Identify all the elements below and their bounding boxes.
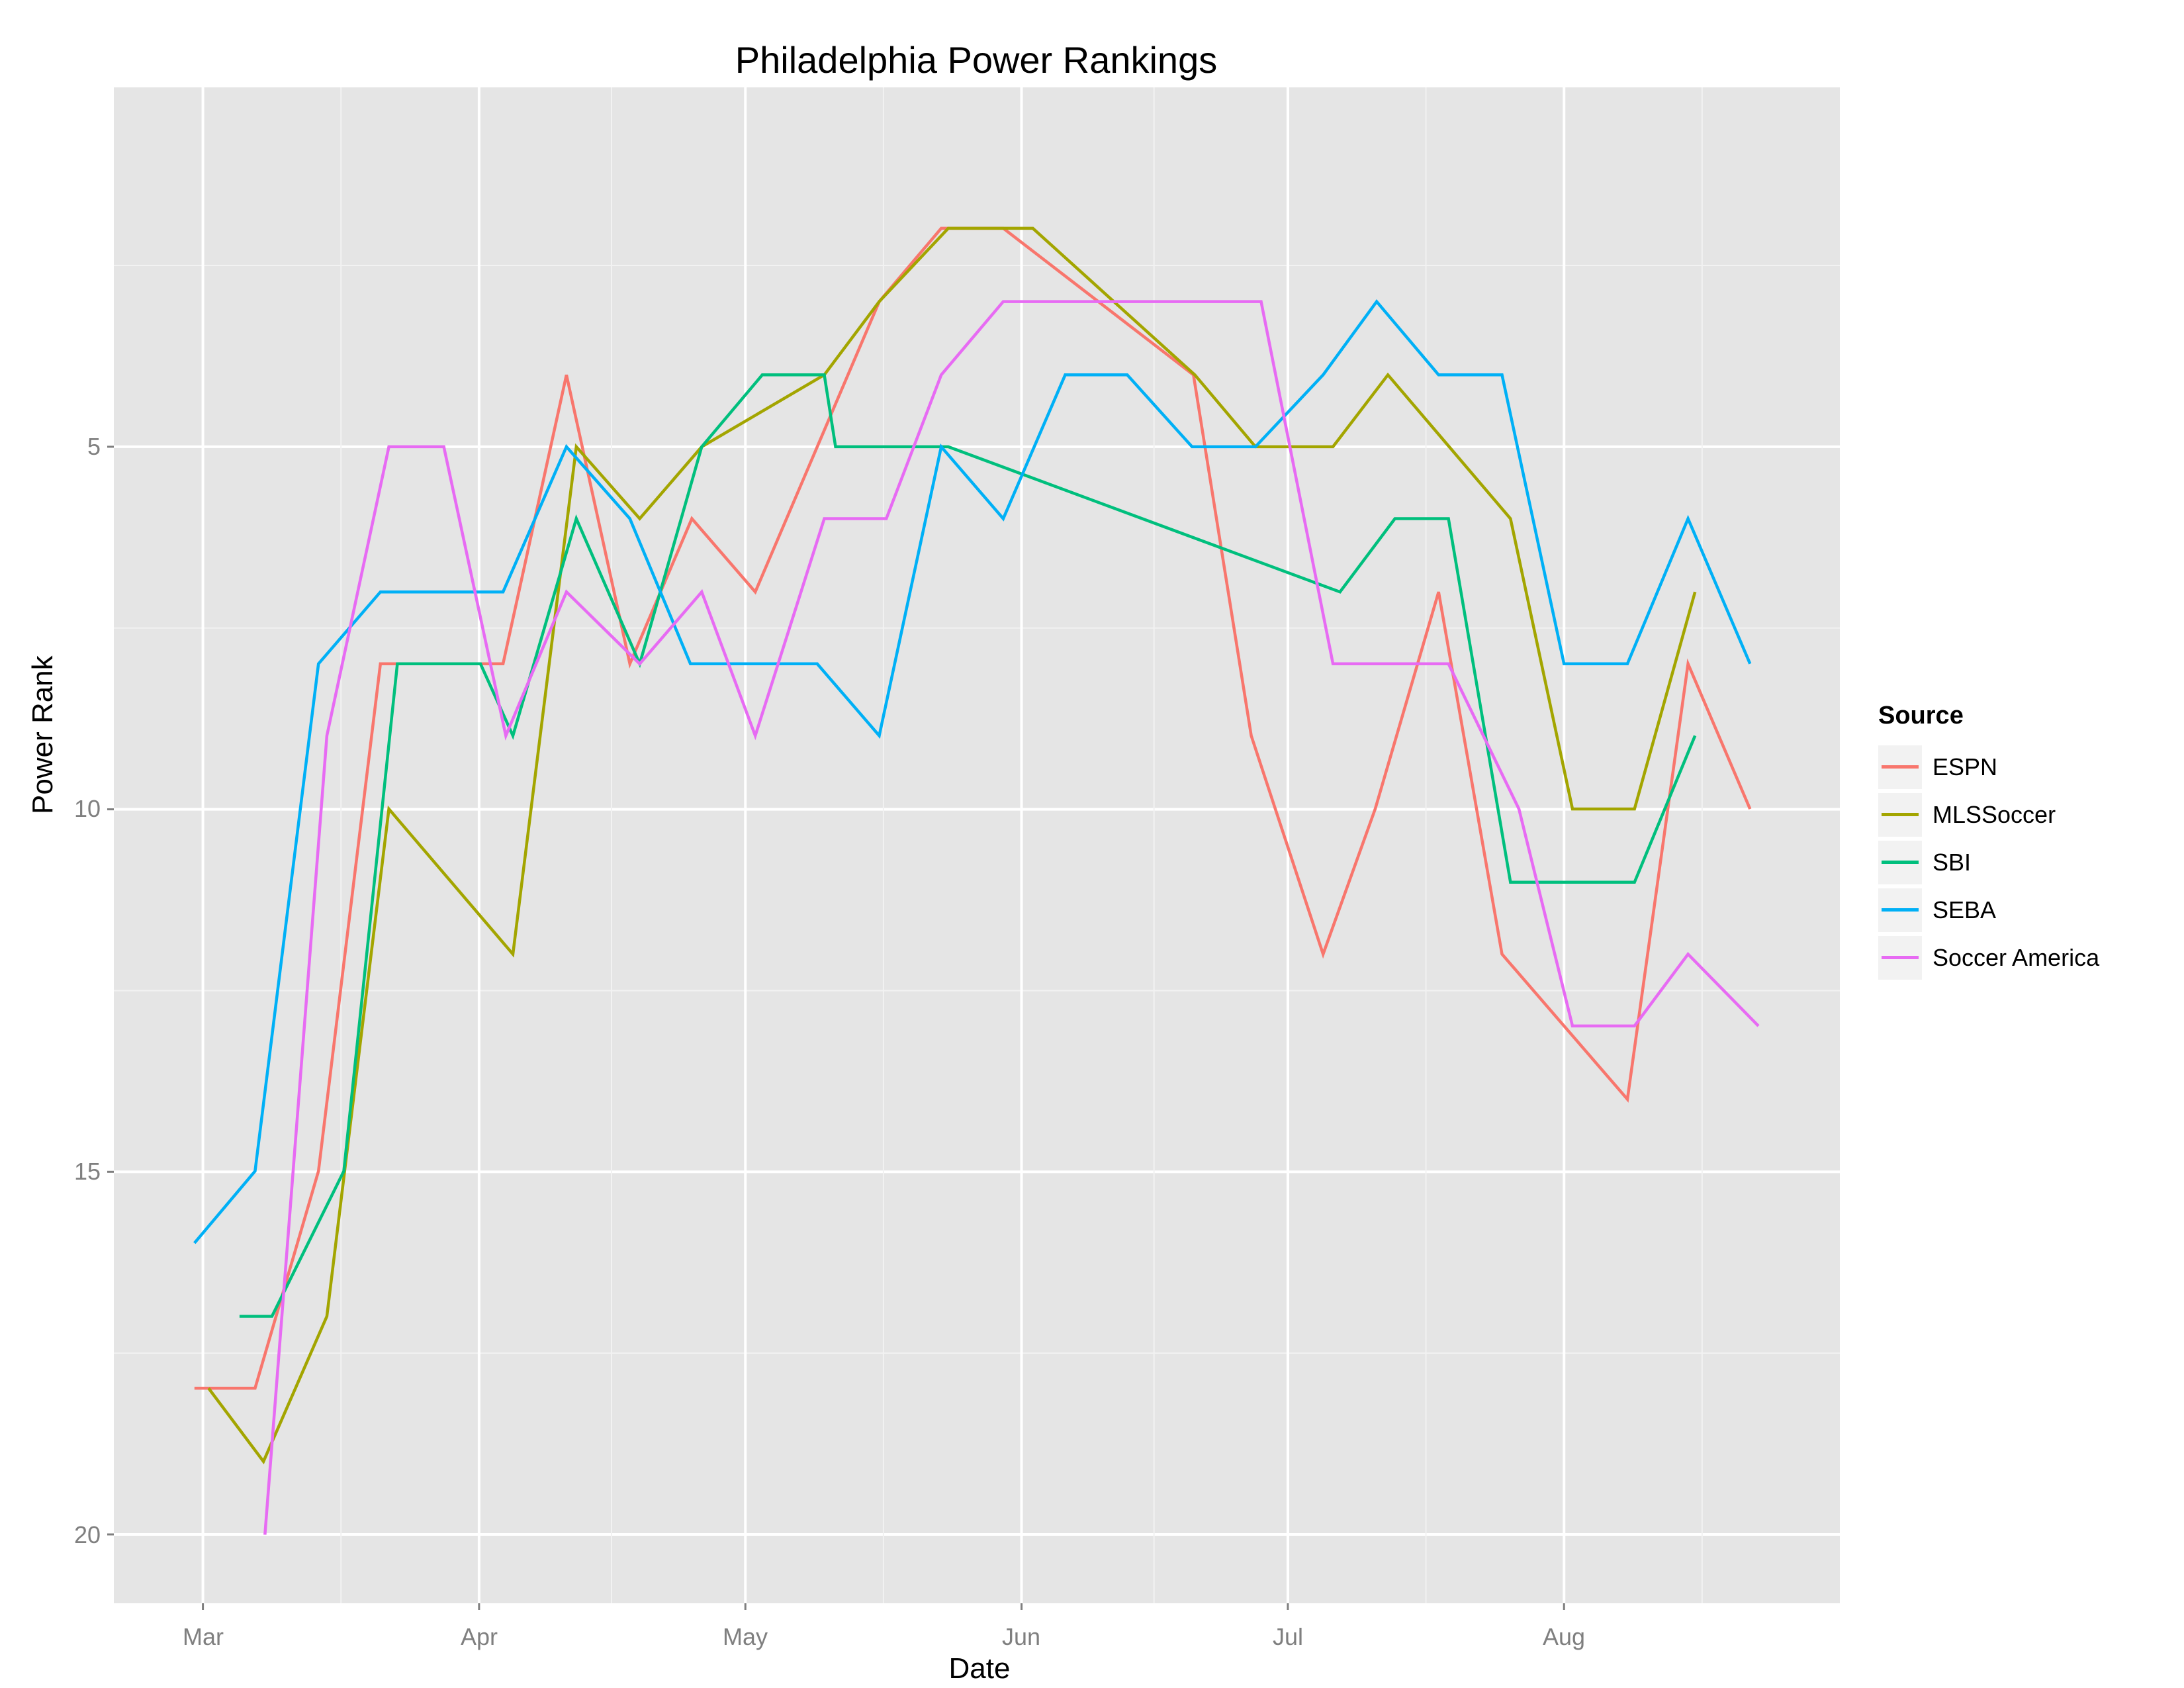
legend-item-mlssoccer: MLSSoccer — [1878, 791, 2099, 839]
legend-label: Soccer America — [1933, 944, 2100, 971]
legend-label: SEBA — [1933, 896, 1997, 923]
legend-item-seba: SEBA — [1878, 886, 2099, 934]
legend-key-espn — [1878, 745, 1922, 789]
legend-label: MLSSoccer — [1933, 801, 2056, 828]
y-tick-15: 15 — [73, 1158, 101, 1185]
legend-label: ESPN — [1933, 753, 1998, 780]
y-axis-label: Power Rank — [26, 655, 59, 814]
series-line-mlssoccer — [207, 226, 1697, 1465]
plot-panel — [114, 87, 1840, 1603]
x-tick-may: May — [722, 1623, 768, 1650]
x-axis-label: Date — [948, 1652, 1011, 1685]
x-tick-jun: Jun — [1001, 1623, 1041, 1650]
x-tick-jul: Jul — [1272, 1623, 1304, 1650]
x-tick-apr: Apr — [460, 1623, 498, 1650]
y-tick-20: 20 — [73, 1521, 101, 1548]
chart-title: Philadelphia Power Rankings — [735, 39, 1218, 81]
x-tick-aug: Aug — [1542, 1623, 1586, 1650]
series-line-seba — [193, 299, 1752, 1244]
y-tick-10: 10 — [73, 795, 101, 822]
legend: Source ESPN MLSSoccer SBI SEBA Soccer Am… — [1878, 702, 2099, 982]
legend-item-sbi: SBI — [1878, 839, 2099, 886]
x-tick-mar: Mar — [183, 1623, 224, 1650]
series-line-soccer-america — [263, 300, 1760, 1535]
legend-item-soccer-america: Soccer America — [1878, 934, 2099, 982]
legend-label: SBI — [1933, 849, 1972, 876]
legend-key-soccer-america — [1878, 936, 1922, 980]
legend-title: Source — [1878, 702, 1964, 729]
series-line-sbi — [239, 373, 1697, 1318]
legend-key-sbi — [1878, 841, 1922, 884]
legend-key-seba — [1878, 888, 1922, 932]
y-tick-5: 5 — [87, 433, 101, 460]
legend-key-mlssoccer — [1878, 793, 1922, 837]
legend-item-espn: ESPN — [1878, 743, 2099, 791]
